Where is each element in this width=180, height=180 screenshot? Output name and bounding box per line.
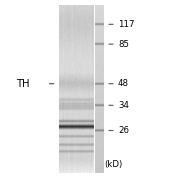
Text: 85: 85 (118, 40, 129, 49)
Text: 48: 48 (118, 79, 129, 88)
Text: (kD): (kD) (104, 160, 123, 169)
Text: TH: TH (16, 79, 30, 89)
Text: 26: 26 (118, 126, 129, 135)
Text: 34: 34 (118, 101, 129, 110)
Text: 117: 117 (118, 20, 134, 29)
